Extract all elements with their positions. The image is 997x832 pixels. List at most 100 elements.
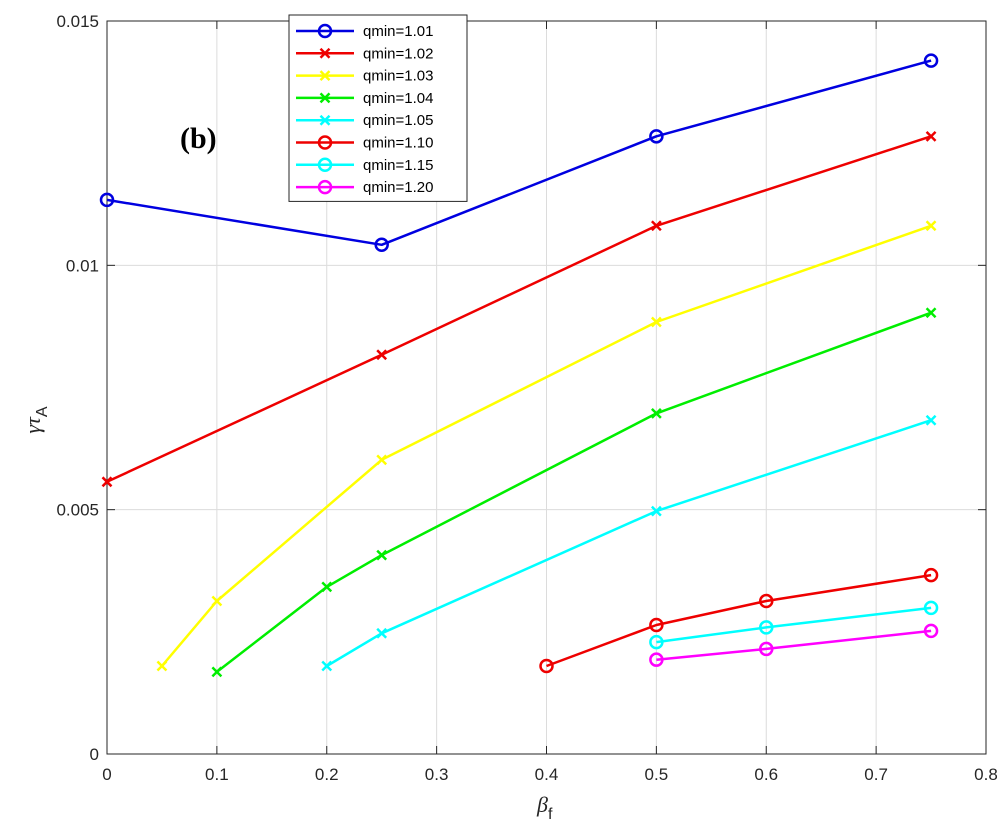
series-line-qmin-1-10 <box>546 573 932 668</box>
panel-label: (b) <box>180 122 217 155</box>
x-tick-label-0-3: 0.3 <box>425 765 449 784</box>
data-point-qmin-1-10 <box>923 567 939 583</box>
series-line-qmin-1-15 <box>656 606 932 644</box>
ticks: 0 0.1 0.2 0.3 0.4 0.5 0.6 0.7 0.8 0 0.005 0.01 0.015 <box>56 12 997 784</box>
legend-marker-qmin-1-02 <box>319 47 331 59</box>
data-point-qmin-1-04 <box>321 581 333 593</box>
data-point-qmin-1-15 <box>649 634 664 650</box>
data-point-qmin-1-01 <box>649 129 664 144</box>
data-point-qmin-1-04 <box>925 307 937 319</box>
series-qmin-1-05 <box>321 414 937 672</box>
legend-entry-qmin-1-15: qmin=1.15 <box>296 157 433 174</box>
legend-marker-qmin-1-04 <box>319 92 331 104</box>
data-point-qmin-1-05-stroke-b <box>321 660 333 672</box>
y-axis-label: γτA <box>20 406 51 434</box>
data-point-qmin-1-02 <box>650 220 662 232</box>
legend-box <box>288 14 468 202</box>
data-point-qmin-1-01 <box>374 237 389 253</box>
data-point-qmin-1-04-stroke-b <box>925 307 937 319</box>
data-point-qmin-1-04-stroke-b <box>321 581 333 593</box>
data-point-qmin-1-02 <box>925 130 937 142</box>
data-point-qmin-1-03-stroke-b <box>376 454 388 466</box>
x-tick-label-0-7: 0.7 <box>864 765 888 784</box>
data-point-qmin-1-20 <box>923 623 939 639</box>
legend-marker-qmin-1-01 <box>317 23 333 39</box>
legend-label-qmin-1-20: qmin=1.20 <box>363 179 433 196</box>
legend-label-qmin-1-15: qmin=1.15 <box>363 157 433 174</box>
legend-marker-qmin-1-02-stroke-b <box>319 47 331 59</box>
data-point-qmin-1-20 <box>649 652 664 667</box>
legend-entry-qmin-1-20: qmin=1.20 <box>296 179 433 196</box>
data-point-qmin-1-05 <box>376 627 388 639</box>
data-point-qmin-1-05-stroke-b <box>376 627 388 639</box>
y-tick-label-0-01: 0.01 <box>66 256 99 275</box>
data-point-qmin-1-04 <box>650 408 662 419</box>
legend-label-qmin-1-05: qmin=1.05 <box>363 112 433 129</box>
data-point-qmin-1-03 <box>650 316 662 328</box>
x-tick-label-0-5: 0.5 <box>645 765 669 784</box>
data-point-qmin-1-03-stroke-b <box>925 220 937 232</box>
x-tick-label-0-6: 0.6 <box>754 765 778 784</box>
data-point-qmin-1-10 <box>759 593 774 609</box>
data-point-qmin-1-04-stroke-b <box>211 666 223 678</box>
series-qmin-1-20 <box>649 623 939 667</box>
series-qmin-1-15 <box>649 600 939 650</box>
data-point-qmin-1-03 <box>925 220 937 232</box>
y-tick-label-0-005: 0.005 <box>56 501 99 520</box>
data-point-qmin-1-02-stroke-b <box>925 130 937 142</box>
legend-marker-qmin-1-03 <box>319 70 331 81</box>
data-point-qmin-1-15 <box>759 620 774 635</box>
data-point-qmin-1-15 <box>923 600 939 616</box>
data-point-qmin-1-02-stroke-b <box>376 349 388 361</box>
legend-marker-qmin-1-05 <box>319 114 331 126</box>
data-point-qmin-1-01 <box>99 192 115 208</box>
legend-entry-qmin-1-04: qmin=1.04 <box>296 90 433 107</box>
legend-entry-qmin-1-10: qmin=1.10 <box>296 135 433 152</box>
data-point-qmin-1-01 <box>923 53 939 68</box>
series-layer <box>99 53 939 678</box>
data-point-qmin-1-04-stroke-b <box>376 549 388 561</box>
data-point-qmin-1-04-stroke-b <box>650 408 662 419</box>
x-tick-label-0-4: 0.4 <box>535 765 559 784</box>
series-qmin-1-03 <box>156 220 937 672</box>
series-qmin-1-04 <box>211 307 937 678</box>
data-point-qmin-1-05 <box>925 414 937 426</box>
legend-marker-qmin-1-20 <box>317 179 333 195</box>
data-point-qmin-1-02-stroke-b <box>650 220 662 232</box>
legend-label-qmin-1-02: qmin=1.02 <box>363 45 433 62</box>
data-point-qmin-1-20 <box>759 641 774 657</box>
x-tick-label-0: 0 <box>102 765 111 784</box>
legend-marker-qmin-1-05-stroke-b <box>319 114 331 126</box>
y-tick-label-0-015: 0.015 <box>56 12 99 31</box>
data-point-qmin-1-10 <box>649 617 664 633</box>
legend-marker-qmin-1-15 <box>317 157 333 173</box>
data-point-qmin-1-10 <box>539 658 554 674</box>
legend-label-qmin-1-01: qmin=1.01 <box>363 23 433 40</box>
legend: qmin=1.01 qmin=1.02 qmin=1.03 qmin=1.04 qmin… <box>288 14 468 202</box>
data-point-qmin-1-02 <box>376 349 388 361</box>
data-point-qmin-1-04 <box>376 549 388 561</box>
legend-marker-qmin-1-04-stroke-b <box>319 92 331 104</box>
data-point-qmin-1-03-stroke-b <box>650 316 662 328</box>
y-tick-label-0: 0 <box>90 745 99 764</box>
x-axis-label-main: β <box>536 792 548 817</box>
series-qmin-1-02 <box>101 130 937 488</box>
legend-label-qmin-1-04: qmin=1.04 <box>363 90 433 107</box>
y-axis-label-main: γτ <box>20 416 45 434</box>
series-line-qmin-1-02 <box>106 135 932 483</box>
y-axis-label-sub: A <box>34 406 51 417</box>
series-line-qmin-1-05 <box>326 419 932 668</box>
data-point-qmin-1-03 <box>156 660 168 672</box>
series-line-qmin-1-20 <box>656 629 932 661</box>
data-point-qmin-1-03 <box>376 454 388 466</box>
x-tick-label-0-8: 0.8 <box>974 765 997 784</box>
legend-entry-qmin-1-05: qmin=1.05 <box>296 112 433 129</box>
data-point-qmin-1-04 <box>211 666 223 678</box>
legend-entry-qmin-1-02: qmin=1.02 <box>296 45 433 62</box>
x-tick-label-0-1: 0.1 <box>205 765 229 784</box>
data-point-qmin-1-02 <box>101 476 113 488</box>
x-axis-label-sub: f <box>548 806 553 823</box>
legend-entry-qmin-1-01: qmin=1.01 <box>296 23 433 40</box>
